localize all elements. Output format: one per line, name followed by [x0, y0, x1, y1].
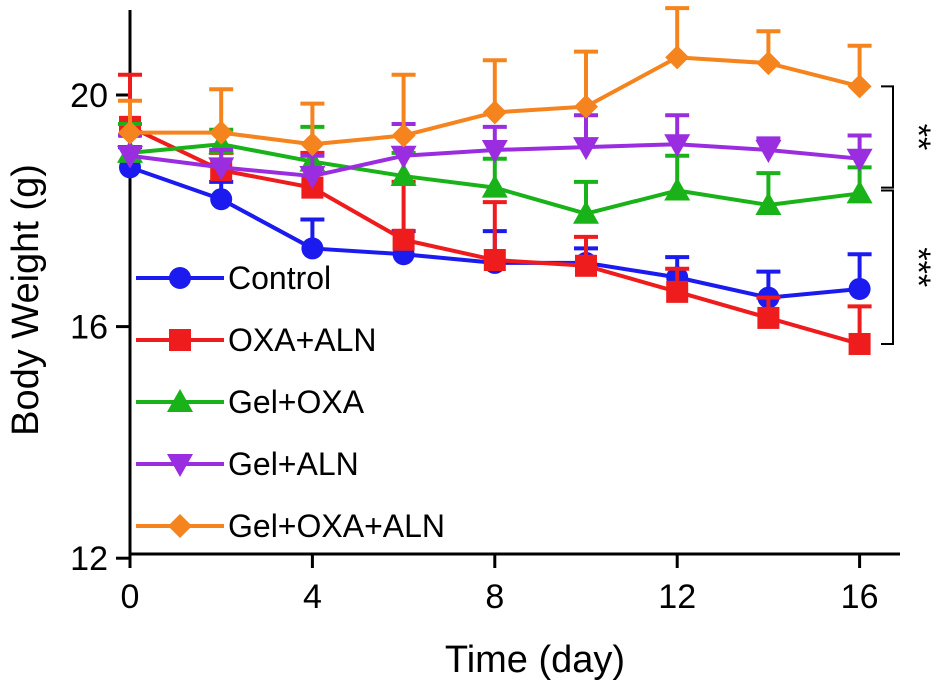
data-point [575, 254, 597, 277]
data-point [391, 123, 416, 148]
data-point [481, 174, 508, 198]
data-point [392, 228, 415, 251]
data-point [848, 332, 871, 355]
data-point [846, 148, 873, 172]
significance-annotations: ***** [881, 85, 937, 345]
legend-marker [168, 514, 192, 538]
data-point [573, 137, 599, 161]
series-gel-oxa-aln [118, 6, 872, 157]
data-point [390, 145, 417, 169]
legend-label: OXA+ALN [228, 322, 377, 358]
legend-marker [169, 329, 191, 351]
data-point [666, 280, 689, 303]
legend-marker [167, 454, 193, 477]
data-point [755, 140, 782, 164]
x-axis-title: Time (day) [445, 639, 625, 681]
data-point [757, 306, 780, 329]
data-point [209, 120, 234, 145]
legend-item: OXA+ALN [136, 322, 377, 358]
legend-item: Gel+ALN [136, 446, 359, 482]
data-point [300, 132, 325, 157]
significance-label: ** [899, 124, 937, 150]
legend-item: Control [136, 260, 331, 296]
x-tick-label: 8 [485, 578, 504, 616]
legend-item: Gel+OXA [136, 384, 365, 420]
data-point [664, 134, 691, 158]
ticks: 0 4 8 12 16 12 16 20 [70, 77, 878, 616]
x-tick-label: 16 [841, 578, 879, 616]
data-point [847, 74, 872, 99]
data-point [390, 163, 417, 187]
y-tick-label: 16 [70, 309, 108, 347]
significance-bracket [881, 189, 894, 345]
data-point [846, 180, 873, 204]
data-point [210, 188, 233, 211]
legend-marker [169, 267, 191, 289]
data-point [481, 140, 508, 164]
legend-label: Gel+ALN [228, 446, 359, 482]
y-tick-label: 20 [70, 77, 108, 115]
legend-marker [167, 389, 193, 412]
legend-item: Gel+OXA+ALN [136, 508, 445, 544]
data-point [574, 94, 598, 119]
x-tick-label: 12 [658, 578, 696, 616]
data-point [665, 45, 690, 70]
data-point [756, 51, 781, 76]
legend-label: Gel+OXA [228, 384, 365, 420]
x-tick-label: 0 [121, 578, 140, 616]
data-point [573, 200, 599, 224]
data-point [118, 120, 142, 145]
data-point [299, 166, 326, 190]
series-group [117, 6, 873, 355]
data-point [208, 157, 235, 181]
data-point [483, 249, 506, 272]
legend-label: Gel+OXA+ALN [228, 508, 445, 544]
data-point [664, 177, 691, 201]
data-point [117, 145, 143, 169]
data-point [848, 277, 871, 300]
data-point [755, 192, 782, 216]
data-point [301, 237, 324, 260]
significance-label: *** [899, 247, 937, 287]
data-point [482, 100, 507, 125]
legend: Control OXA+ALN Gel+OXA Gel+ALN Gel+OXA+ALN [136, 260, 445, 544]
x-tick-label: 4 [303, 578, 322, 616]
legend-label: Control [228, 260, 331, 296]
significance-bracket [881, 85, 894, 189]
y-axis-title: Body Weight (g) [5, 164, 47, 436]
y-tick-label: 12 [70, 540, 108, 578]
